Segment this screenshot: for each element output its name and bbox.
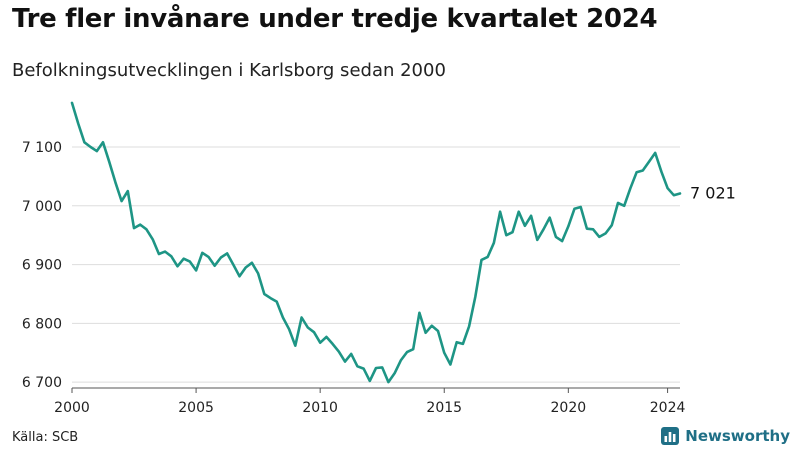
source-note: Källa: SCB (12, 430, 79, 445)
chart-subtitle: Befolkningsutvecklingen i Karlsborg seda… (12, 60, 446, 81)
x-tick-label: 2024 (650, 400, 686, 416)
series-line (70, 101, 682, 384)
x-tick-label: 2000 (54, 400, 90, 416)
brand-name: Newsworthy (685, 427, 790, 445)
y-tick-label: 6 700 (22, 375, 62, 391)
y-tick-label: 7 100 (22, 140, 62, 156)
brand-logo[interactable]: Newsworthy (660, 426, 790, 446)
x-tick-label: 2010 (302, 400, 338, 416)
y-tick-label: 6 800 (22, 316, 62, 332)
x-tick-label: 2005 (178, 400, 214, 416)
bar-chart-icon (661, 427, 680, 445)
y-tick-label: 7 000 (22, 199, 62, 215)
x-tick-label: 2015 (426, 400, 462, 416)
series-layer (70, 101, 682, 384)
grid-lines (72, 146, 680, 389)
x-tick-label: 2020 (551, 400, 587, 416)
y-axis: 6 700 6 800 6 900 7 000 7 100 (22, 140, 62, 391)
end-value-label: 7 021 (690, 183, 736, 202)
y-tick-label: 6 900 (22, 258, 62, 274)
chart-title: Tre fler invånare under tredje kvartalet… (12, 4, 658, 34)
x-axis: 2000 2005 2010 2015 2020 2024 (54, 388, 685, 416)
